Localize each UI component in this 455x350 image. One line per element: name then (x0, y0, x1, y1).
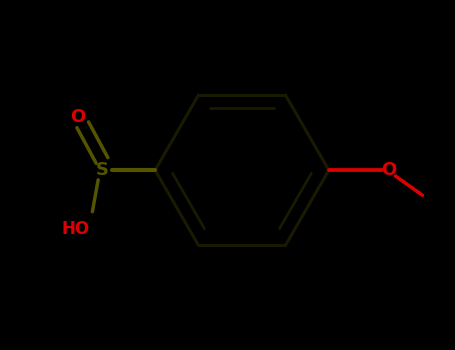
Text: HO: HO (62, 220, 90, 238)
Text: S: S (96, 161, 109, 179)
Text: O: O (70, 108, 86, 126)
Text: O: O (381, 161, 396, 179)
